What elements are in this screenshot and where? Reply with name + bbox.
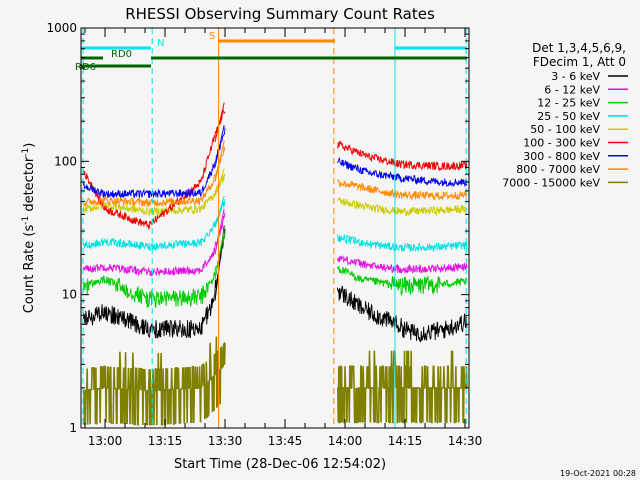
axes: 1 10 100 1000 13:00 13:15 13:30 13:45 14:00 14:15… xyxy=(46,21,482,448)
flare-rise-line xyxy=(214,124,225,168)
series-50-100-kev xyxy=(82,173,468,218)
series-300-800-kev-line xyxy=(82,127,468,199)
x-tick-label: 14:15 xyxy=(388,434,423,448)
x-tick-label: 14:30 xyxy=(448,434,483,448)
y-tick-label: 1 xyxy=(69,421,77,435)
series-300-800-kev xyxy=(82,127,468,199)
flag-label-n: N xyxy=(157,38,164,49)
series-100-300-kev-line xyxy=(82,108,468,230)
series-3-6-kev-line xyxy=(82,228,468,343)
y-tick-label: 1000 xyxy=(46,21,77,35)
series-7000-15000-kev-line xyxy=(83,336,468,426)
chart-title: RHESSI Observing Summary Count Rates xyxy=(125,5,435,23)
flare-rise-line xyxy=(214,168,225,197)
legend-label: 800 - 7000 keV xyxy=(516,163,600,176)
x-tick-label: 13:45 xyxy=(268,434,303,448)
footer-timestamp: 19-Oct-2021 00:28 xyxy=(560,469,636,478)
legend-label: 6 - 12 keV xyxy=(544,83,600,96)
plot-frame xyxy=(80,27,470,429)
x-tick-label: 13:15 xyxy=(148,434,183,448)
y-tick-label: 10 xyxy=(62,288,77,302)
legend-header-line-1: Det 1,3,4,5,6,9, xyxy=(532,41,626,55)
legend-header-line-2: FDecim 1, Att 0 xyxy=(533,55,626,69)
legend: Det 1,3,4,5,6,9, FDecim 1, Att 0 3 - 6 k… xyxy=(502,41,628,189)
x-tick-label: 13:30 xyxy=(208,434,243,448)
legend-label: 50 - 100 keV xyxy=(530,123,600,136)
series-800-7000-kev xyxy=(83,146,468,208)
series-25-50-kev xyxy=(82,199,468,253)
plot-area: N S RD0 RD6 xyxy=(75,28,468,428)
flare-rise-line xyxy=(214,140,225,183)
legend-label: 300 - 800 keV xyxy=(523,150,600,163)
series-6-12-kev xyxy=(82,212,468,277)
y-axis-label-mid: detector xyxy=(22,156,37,216)
flare-rise xyxy=(214,102,225,301)
flag-label-s: S xyxy=(209,31,215,42)
legend-label: 25 - 50 keV xyxy=(537,110,600,123)
series-3-6-kev xyxy=(82,228,468,343)
series-100-300-kev xyxy=(82,108,468,230)
legend-label: 3 - 6 keV xyxy=(551,70,600,83)
series-25-50-kev-line xyxy=(82,199,468,253)
y-axis-label-main: Count Rate (s xyxy=(22,225,37,314)
flare-rise-line xyxy=(214,208,225,255)
series-6-12-kev-line xyxy=(82,212,468,277)
legend-label: 7000 - 15000 keV xyxy=(502,176,600,189)
series-50-100-kev-line xyxy=(82,173,468,218)
legend-label: 12 - 25 keV xyxy=(537,97,600,110)
series-800-7000-kev-line xyxy=(83,146,468,208)
x-tick-label: 13:00 xyxy=(88,434,123,448)
legend-label: 100 - 300 keV xyxy=(523,137,600,150)
y-axis-label: Count Rate (s-1 detector-1) xyxy=(21,143,37,314)
y-axis-label-sup1: -1 xyxy=(21,216,31,225)
series-12-25-kev xyxy=(82,233,468,309)
x-axis-label: Start Time (28-Dec-06 12:54:02) xyxy=(174,457,386,472)
flag-label-rd0: RD0 xyxy=(111,49,132,60)
y-axis-label-sup2: -1 xyxy=(21,148,31,157)
flare-rise-line xyxy=(214,195,225,228)
x-tick-label: 14:00 xyxy=(328,434,363,448)
flag-label-rd6: RD6 xyxy=(75,62,96,73)
y-axis-label-end: ) xyxy=(22,143,37,148)
y-tick-label: 100 xyxy=(54,154,77,168)
flare-rise-line xyxy=(214,229,225,280)
series-12-25-kev-line xyxy=(82,233,468,309)
flare-rise-line xyxy=(214,102,225,142)
series-7000-15000-kev xyxy=(83,336,468,426)
